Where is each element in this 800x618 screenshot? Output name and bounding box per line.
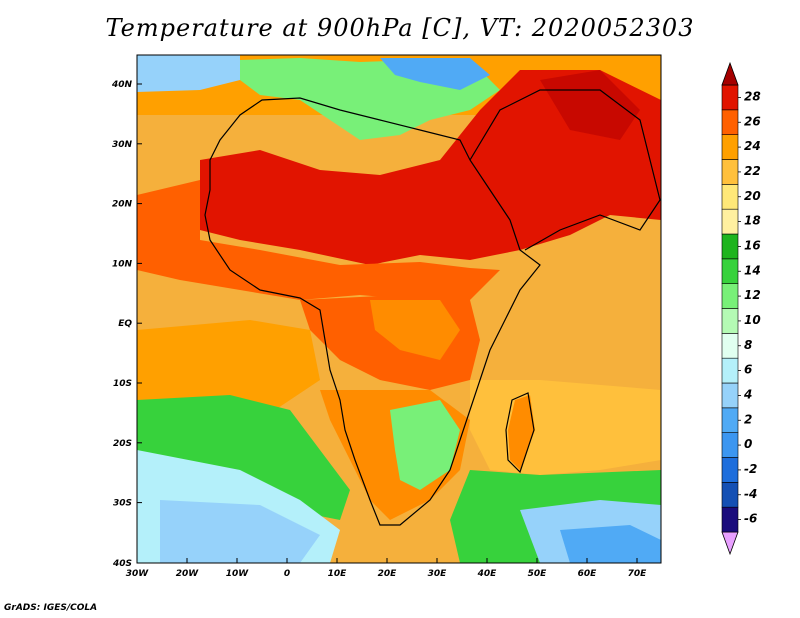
- lon-tick-label: 70E: [628, 569, 648, 579]
- lon-tick-label: 0: [284, 569, 290, 579]
- colorbar-swatch: [721, 357, 739, 384]
- colorbar-swatch: [721, 84, 739, 111]
- colorbar-label: 6: [744, 363, 752, 377]
- colorbar-swatch: [721, 506, 739, 533]
- colorbar-label: -6: [744, 512, 757, 526]
- colorbar-swatch: [721, 134, 739, 160]
- colorbar-swatch: [721, 308, 739, 334]
- lat-tick-label: 20S: [113, 439, 132, 449]
- colorbar-swatch: [721, 184, 739, 210]
- lon-tick-label: 20W: [176, 569, 200, 579]
- longitude-axis: 30W 20W 10W 0 10E 20E 30E 40E 50E 60E 70E: [126, 558, 647, 579]
- lon-tick-label: 10E: [328, 569, 348, 579]
- lon-tick-label: 30W: [126, 569, 150, 579]
- colorbar-label: 12: [744, 288, 761, 302]
- colorbar-swatch: [721, 159, 739, 185]
- colorbar-swatch: [721, 432, 739, 458]
- lat-tick-label: EQ: [118, 319, 132, 329]
- latitude-axis: 40N 30N 20N 10N EQ 10S 20S 30S 40S: [111, 80, 142, 569]
- map-title: Temperature at 900hPa [C], VT: 202005230…: [105, 14, 695, 42]
- lat-tick-label: 10S: [113, 379, 132, 389]
- colorbar-label: 0: [744, 437, 752, 451]
- coastlines: [204, 89, 661, 526]
- lat-tick-label: 40N: [111, 80, 133, 90]
- colorbar-swatch: [721, 333, 739, 359]
- colorbar-label: 22: [744, 164, 761, 178]
- colorbar-label: 2: [744, 412, 752, 426]
- lon-tick-label: 60E: [578, 569, 598, 579]
- colorbar-label: 28: [744, 89, 761, 103]
- colorbar-label: 16: [744, 238, 761, 252]
- colorbar-swatch: [721, 482, 739, 508]
- map-frame: [136, 54, 662, 564]
- colorbar-label: -2: [744, 462, 757, 476]
- colorbar-swatch: [721, 457, 739, 483]
- colorbar-label: 10: [744, 313, 761, 327]
- lon-tick-label: 10W: [226, 569, 250, 579]
- lon-tick-label: 50E: [528, 569, 548, 579]
- colorbar-label: -4: [744, 487, 757, 501]
- colorbar-label: 24: [744, 139, 761, 153]
- lat-tick-label: 40S: [112, 559, 132, 569]
- colorbar-high-arrow: [721, 61, 739, 86]
- colorbar-swatch: [721, 283, 739, 309]
- colorbar-label: 4: [743, 387, 752, 401]
- colorbar-label: 20: [744, 189, 761, 203]
- lon-tick-label: 20E: [378, 569, 398, 579]
- colorbar-label: 18: [744, 214, 761, 228]
- colorbar-label: 26: [744, 114, 761, 128]
- temperature-field: [137, 55, 661, 563]
- colorbar-swatch: [721, 208, 739, 235]
- colorbar-swatch: [721, 382, 739, 409]
- lon-tick-label: 40E: [477, 569, 498, 579]
- lat-tick-label: 30N: [112, 140, 133, 150]
- lat-tick-label: 20N: [112, 200, 133, 210]
- credit-text: GrADS: IGES/COLA: [4, 603, 98, 613]
- colorbar-swatch: [721, 233, 739, 260]
- colorbar-swatch: [721, 407, 739, 433]
- colorbar-swatch: [721, 258, 739, 284]
- lat-tick-label: 30S: [113, 499, 132, 509]
- colorbar-label: 14: [744, 263, 761, 277]
- lon-tick-label: 30E: [428, 569, 448, 579]
- lat-tick-label: 10N: [112, 259, 133, 269]
- colorbar-low-arrow: [721, 531, 739, 556]
- colorbar-label: 8: [744, 338, 752, 352]
- colorbar-swatch: [721, 109, 739, 135]
